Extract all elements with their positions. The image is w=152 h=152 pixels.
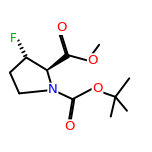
Polygon shape (47, 53, 69, 70)
Text: F: F (10, 32, 17, 45)
Text: O: O (88, 54, 98, 67)
Text: N: N (48, 83, 58, 96)
Text: O: O (92, 82, 103, 95)
Text: O: O (64, 120, 74, 133)
Text: O: O (56, 21, 67, 34)
